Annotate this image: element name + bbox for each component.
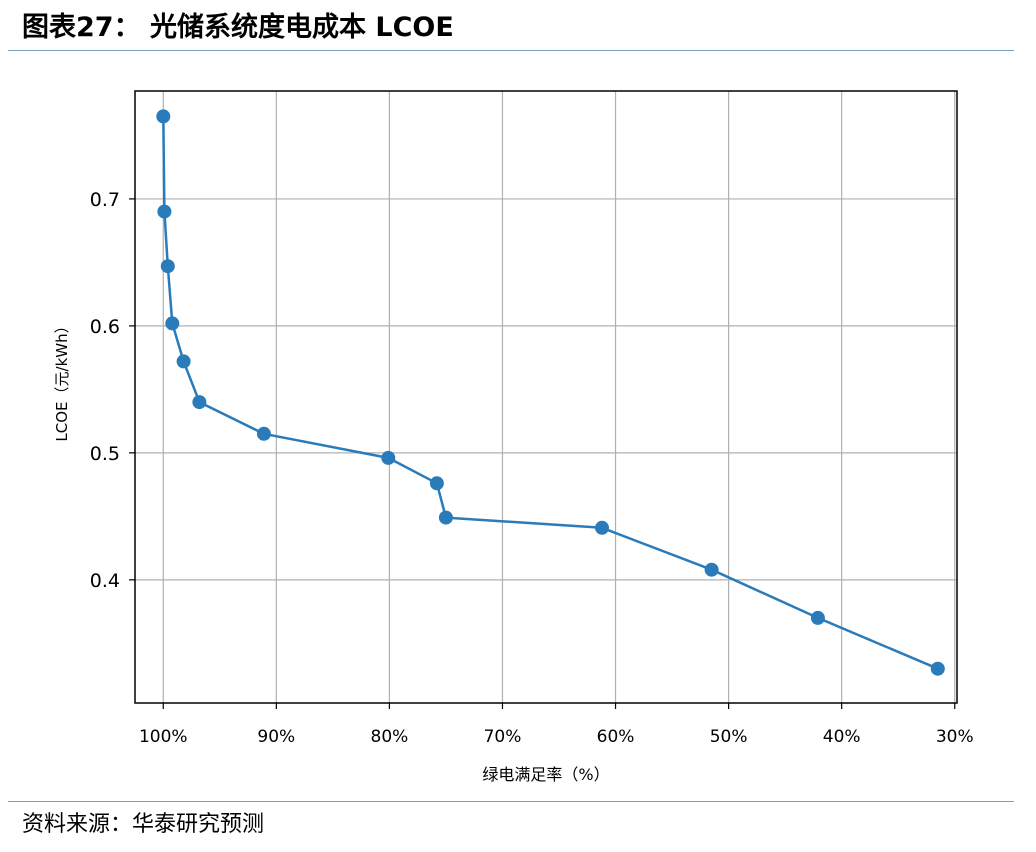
data-point: [930, 661, 945, 676]
source-note: 资料来源：华泰研究预测: [22, 812, 265, 837]
y-tick-label: 0.6: [90, 316, 120, 338]
data-point: [157, 204, 172, 219]
data-point: [256, 426, 271, 441]
data-point: [381, 450, 396, 465]
data-point: [810, 610, 825, 625]
x-tick-label: 60%: [597, 727, 635, 747]
series-line-layer: [162, 116, 939, 670]
data-point: [429, 476, 444, 491]
data-point: [165, 316, 180, 331]
data-point: [704, 562, 719, 577]
data-point: [160, 259, 175, 274]
x-tick-label: 30%: [936, 727, 974, 747]
x-tick-label: 100%: [139, 727, 188, 747]
x-tick-label: 80%: [371, 727, 409, 747]
plot-frame: [134, 90, 958, 704]
data-point: [438, 510, 453, 525]
series-line: [162, 116, 939, 670]
y-ticks: 0.4 0.5 0.6 0.7: [90, 189, 135, 592]
y-tick-label: 0.5: [90, 443, 120, 465]
x-tick-label: 70%: [484, 727, 522, 747]
series-points-layer: [156, 109, 945, 676]
x-tick-label: 40%: [823, 727, 861, 747]
grid-lines: [135, 91, 957, 703]
data-point: [192, 395, 207, 410]
y-tick-label: 0.4: [90, 570, 120, 592]
x-tick-label: 50%: [710, 727, 748, 747]
source-rule: [8, 801, 1014, 802]
y-axis-label: LCOE（元/kWh）: [53, 318, 71, 441]
x-tick-label: 90%: [257, 727, 295, 747]
figure-title: 图表27： 光储系统度电成本 LCOE: [22, 12, 454, 43]
x-ticks: 100% 90% 80% 70% 60% 50% 40% 30%: [139, 703, 974, 747]
data-point: [156, 109, 171, 124]
title-rule: [8, 50, 1014, 51]
y-tick-label: 0.7: [90, 189, 120, 211]
data-point: [176, 354, 191, 369]
data-point: [595, 520, 609, 535]
x-axis-label: 绿电满足率（%）: [482, 765, 609, 784]
